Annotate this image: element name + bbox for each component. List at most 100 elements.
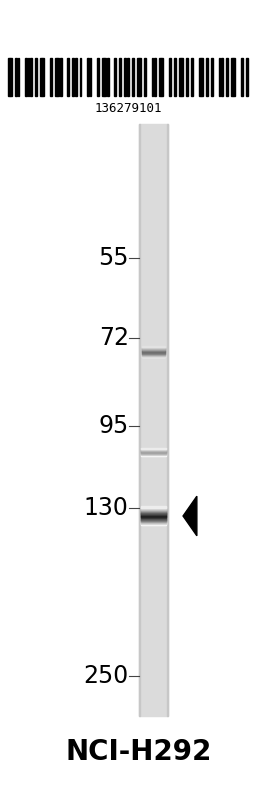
- Text: 55: 55: [98, 246, 129, 270]
- Bar: [87, 58, 89, 96]
- Bar: [186, 58, 188, 96]
- Bar: [107, 58, 109, 96]
- Bar: [42, 58, 44, 96]
- Bar: [141, 451, 166, 452]
- Bar: [119, 58, 121, 96]
- Text: 136279101: 136279101: [94, 102, 162, 115]
- Bar: [181, 58, 183, 96]
- Bar: [154, 58, 156, 96]
- Bar: [191, 58, 193, 96]
- Bar: [142, 349, 165, 350]
- Bar: [127, 58, 129, 96]
- Bar: [137, 58, 138, 96]
- Text: NCI-H292: NCI-H292: [65, 738, 211, 766]
- Bar: [219, 58, 220, 96]
- Bar: [142, 347, 165, 348]
- Bar: [132, 58, 134, 96]
- Bar: [141, 514, 166, 515]
- Bar: [142, 348, 165, 349]
- Bar: [124, 58, 126, 96]
- Bar: [141, 509, 166, 510]
- Bar: [233, 58, 235, 96]
- Bar: [141, 454, 166, 455]
- Bar: [141, 506, 166, 508]
- Bar: [162, 58, 163, 96]
- Bar: [141, 455, 166, 456]
- Bar: [141, 510, 166, 512]
- Bar: [141, 451, 166, 452]
- Bar: [141, 521, 166, 522]
- Bar: [139, 124, 168, 716]
- Bar: [55, 58, 57, 96]
- Bar: [199, 58, 200, 96]
- Bar: [231, 58, 233, 96]
- Bar: [141, 522, 166, 524]
- Bar: [80, 58, 81, 96]
- Bar: [142, 356, 165, 357]
- Bar: [174, 58, 176, 96]
- Bar: [141, 507, 166, 508]
- Bar: [211, 58, 213, 96]
- Bar: [25, 58, 27, 96]
- Bar: [28, 58, 29, 96]
- Bar: [57, 58, 59, 96]
- Polygon shape: [183, 496, 197, 536]
- Bar: [206, 58, 208, 96]
- Bar: [141, 516, 166, 517]
- Bar: [141, 512, 166, 514]
- Bar: [142, 352, 165, 353]
- Bar: [139, 58, 141, 96]
- Bar: [246, 58, 248, 96]
- Bar: [141, 520, 166, 522]
- Bar: [169, 58, 171, 96]
- Bar: [8, 58, 9, 96]
- Bar: [40, 58, 42, 96]
- Bar: [97, 58, 99, 96]
- Bar: [141, 519, 166, 521]
- Bar: [75, 58, 77, 96]
- Bar: [142, 354, 165, 355]
- Text: 72: 72: [99, 326, 129, 350]
- Bar: [141, 518, 166, 519]
- Bar: [141, 523, 166, 525]
- Bar: [141, 516, 166, 518]
- Bar: [141, 515, 166, 517]
- Bar: [141, 447, 166, 449]
- Bar: [90, 58, 91, 96]
- Bar: [50, 58, 52, 96]
- Bar: [142, 353, 165, 354]
- Bar: [141, 508, 166, 510]
- Bar: [15, 58, 17, 96]
- Bar: [141, 454, 166, 455]
- Bar: [35, 58, 37, 96]
- Bar: [141, 452, 166, 453]
- Bar: [18, 58, 19, 96]
- Bar: [226, 58, 228, 96]
- Bar: [141, 522, 166, 523]
- Bar: [141, 510, 166, 511]
- Bar: [142, 346, 165, 347]
- Text: 130: 130: [84, 496, 129, 520]
- Bar: [141, 452, 166, 454]
- Bar: [201, 58, 203, 96]
- Bar: [152, 58, 153, 96]
- Bar: [104, 58, 106, 96]
- Bar: [141, 453, 166, 454]
- Bar: [141, 518, 166, 519]
- Bar: [142, 355, 165, 357]
- Bar: [241, 58, 243, 96]
- Bar: [60, 58, 62, 96]
- Bar: [141, 449, 166, 450]
- Bar: [142, 351, 165, 352]
- Bar: [72, 58, 74, 96]
- Bar: [142, 350, 165, 352]
- Bar: [144, 58, 146, 96]
- Bar: [114, 58, 116, 96]
- Bar: [141, 517, 166, 518]
- Bar: [141, 514, 166, 516]
- Bar: [167, 124, 168, 716]
- Text: 95: 95: [98, 414, 129, 438]
- Bar: [141, 511, 166, 513]
- Bar: [141, 521, 166, 522]
- Bar: [142, 350, 165, 351]
